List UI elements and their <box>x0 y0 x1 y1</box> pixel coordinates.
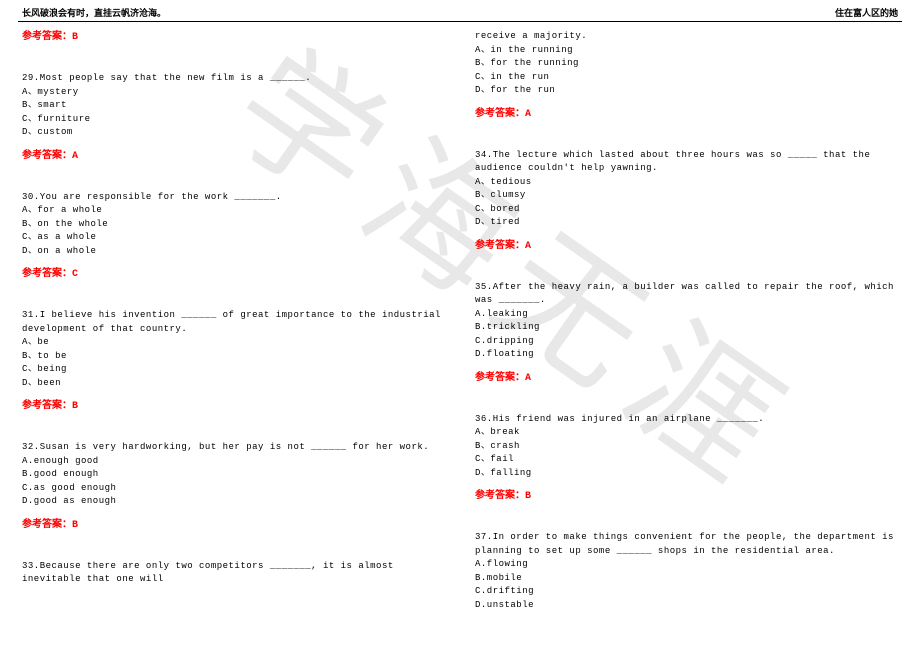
q34-opt-c: C、bored <box>475 203 898 217</box>
q32-opt-b: B.good enough <box>22 468 445 482</box>
q33-opt-a: A、in the running <box>475 44 898 58</box>
q29-opt-c: C、furniture <box>22 113 445 127</box>
q36-opt-b: B、crash <box>475 440 898 454</box>
q35-stem: 35.After the heavy rain, a builder was c… <box>475 281 898 308</box>
answer-35: 参考答案：A <box>475 371 898 386</box>
q33-cont: receive a majority. <box>475 30 898 44</box>
q31-stem: 31.I believe his invention ______ of gre… <box>22 309 445 336</box>
q37-opt-d: D.unstable <box>475 599 898 613</box>
answer-31: 参考答案：B <box>22 399 445 414</box>
q31-opt-d: D、been <box>22 377 445 391</box>
right-column: receive a majority. A、in the running B、f… <box>475 30 898 612</box>
header-left: 长风破浪会有时，直挂云帆济沧海。 <box>22 6 166 19</box>
q36-opt-d: D、falling <box>475 467 898 481</box>
q34-stem: 34.The lecture which lasted about three … <box>475 149 898 176</box>
q33-stem: 33.Because there are only two competitor… <box>22 560 445 587</box>
q31-opt-b: B、to be <box>22 350 445 364</box>
q34-opt-b: B、clumsy <box>475 189 898 203</box>
q36-opt-c: C、fail <box>475 453 898 467</box>
q31-opt-c: C、being <box>22 363 445 377</box>
q32-stem: 32.Susan is very hardworking, but her pa… <box>22 441 445 455</box>
q36-stem: 36.His friend was injured in an airplane… <box>475 413 898 427</box>
q32-opt-c: C.as good enough <box>22 482 445 496</box>
q35-opt-d: D.floating <box>475 348 898 362</box>
q33-opt-c: C、in the run <box>475 71 898 85</box>
q29-opt-b: B、smart <box>22 99 445 113</box>
content: 参考答案：B 29.Most people say that the new f… <box>0 30 920 612</box>
q32-opt-d: D.good as enough <box>22 495 445 509</box>
q37-opt-a: A.flowing <box>475 558 898 572</box>
q30-stem: 30.You are responsible for the work ____… <box>22 191 445 205</box>
q29-opt-d: D、custom <box>22 126 445 140</box>
q37-opt-b: B.mobile <box>475 572 898 586</box>
q31-opt-a: A、be <box>22 336 445 350</box>
q35-opt-a: A.leaking <box>475 308 898 322</box>
q29-stem: 29.Most people say that the new film is … <box>22 72 445 86</box>
q35-opt-c: C.dripping <box>475 335 898 349</box>
q34-opt-a: A、tedious <box>475 176 898 190</box>
answer-34: 参考答案：A <box>475 239 898 254</box>
page-header: 长风破浪会有时，直挂云帆济沧海。 住在富人区的她 <box>0 0 920 21</box>
q29-opt-a: A、mystery <box>22 86 445 100</box>
header-rule <box>18 21 902 22</box>
answer-33: 参考答案：A <box>475 107 898 122</box>
q30-opt-d: D、on a whole <box>22 245 445 259</box>
answer-36: 参考答案：B <box>475 489 898 504</box>
q33-opt-d: D、for the run <box>475 84 898 98</box>
left-column: 参考答案：B 29.Most people say that the new f… <box>22 30 445 612</box>
q33-opt-b: B、for the running <box>475 57 898 71</box>
q30-opt-b: B、on the whole <box>22 218 445 232</box>
q34-opt-d: D、tired <box>475 216 898 230</box>
q32-opt-a: A.enough good <box>22 455 445 469</box>
q35-opt-b: B.trickling <box>475 321 898 335</box>
answer-30: 参考答案：C <box>22 267 445 282</box>
q37-stem: 37.In order to make things convenient fo… <box>475 531 898 558</box>
header-right: 住在富人区的她 <box>835 6 898 19</box>
q36-opt-a: A、break <box>475 426 898 440</box>
answer-32: 参考答案：B <box>22 518 445 533</box>
q30-opt-c: C、as a whole <box>22 231 445 245</box>
answer-29: 参考答案：A <box>22 149 445 164</box>
answer-28: 参考答案：B <box>22 30 445 45</box>
q30-opt-a: A、for a whole <box>22 204 445 218</box>
q37-opt-c: C.drifting <box>475 585 898 599</box>
